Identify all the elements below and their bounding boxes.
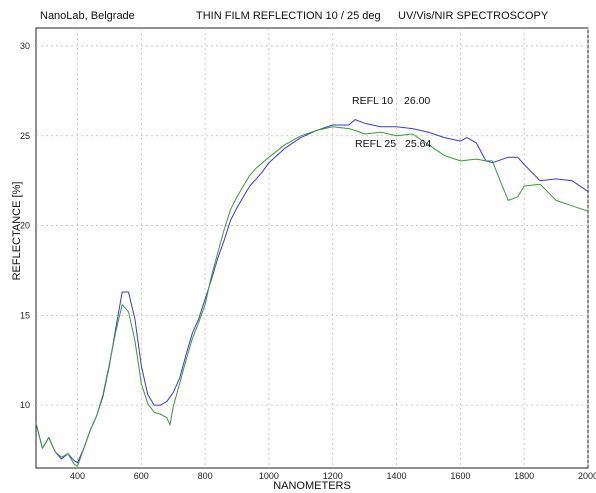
header-measurement-title: THIN FILM REFLECTION 10 / 25 deg [196,10,381,22]
x-tick-label: 1200 [323,471,343,481]
grid [36,28,589,468]
series-annotations: REFL 10 26.00 REFL 25 25.64 [352,95,431,150]
refl-25-name: REFL 25 [355,138,396,150]
x-tick-label: 1800 [514,471,534,481]
y-tick-label: 20 [20,221,30,231]
y-tick-label: 30 [20,41,30,51]
y-tick-label: 15 [20,310,30,320]
refl-10-name: REFL 10 [352,95,393,107]
x-tick-label: 2000 [578,471,596,481]
header-lab-name: NanoLab, Belgrade [40,10,135,22]
header-method: UV/Vis/NIR SPECTROSCOPY [398,10,549,22]
y-tick-label: 10 [20,400,30,410]
x-axis-label: NANOMETERS [273,480,351,492]
series-line-refl-25 [35,126,589,467]
x-tick-label: 800 [198,471,213,481]
refl-10-value: 26.00 [404,95,430,107]
x-tick-label: 1400 [387,471,407,481]
y-tick-label: 25 [20,131,30,141]
refl-25-value: 25.64 [405,138,431,150]
plot-frame [35,27,589,469]
x-tick-label: 1600 [450,471,470,481]
x-tick-label: 400 [70,471,85,481]
series-lines [35,119,589,467]
series-line-refl-10 [35,119,589,464]
x-tick-label: 600 [134,471,149,481]
x-tick-label: 1000 [259,471,279,481]
y-axis-label: REFLECTANCE [%] [11,182,23,281]
tick-labels: 400 600 800 1000 1200 1400 1600 1800 2000 10 15 20 2… [20,41,596,481]
